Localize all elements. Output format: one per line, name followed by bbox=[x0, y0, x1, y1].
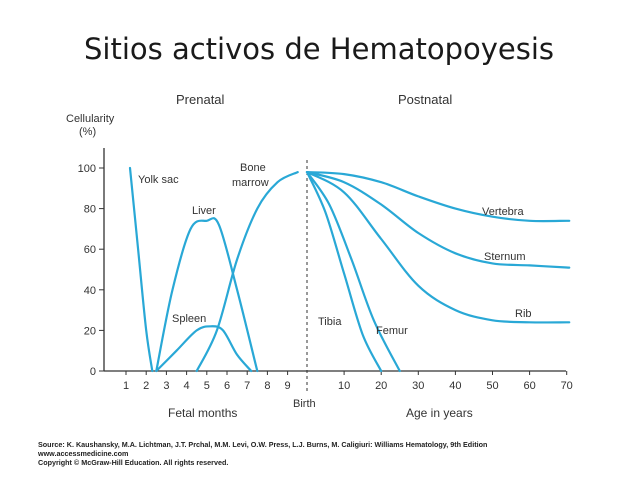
tibia-line bbox=[305, 171, 383, 373]
y-tick-label: 60 bbox=[84, 244, 96, 256]
prenatal-x-tick-label: 2 bbox=[143, 380, 149, 392]
y-axis-label-line2: (%) bbox=[79, 126, 96, 138]
postnatal-x-tick-label: 10 bbox=[338, 380, 350, 392]
prenatal-x-tick-label: 1 bbox=[123, 380, 129, 392]
y-tick-label: 20 bbox=[84, 325, 96, 337]
prenatal-x-tick-label: 9 bbox=[285, 380, 291, 392]
prenatal-x-tick-label: 7 bbox=[244, 380, 250, 392]
prenatal-x-tick-label: 4 bbox=[184, 380, 190, 392]
bone-marrow-line bbox=[195, 171, 299, 373]
femur-line bbox=[305, 171, 401, 373]
prenatal-x-tick-label: 5 bbox=[204, 380, 210, 392]
vertebra-line bbox=[305, 171, 571, 223]
series bbox=[128, 166, 571, 373]
source-line-1: Source: K. Kaushansky, M.A. Lichtman, J.… bbox=[38, 440, 488, 449]
axes bbox=[103, 148, 566, 394]
series-labels: Yolk sac Liver Spleen Bone marrow Vertebra Ste… bbox=[138, 162, 532, 337]
rib-line bbox=[305, 171, 571, 324]
y-tick-label: 100 bbox=[78, 163, 96, 175]
spleen-line bbox=[155, 325, 253, 373]
yolk-sac-line bbox=[128, 166, 154, 373]
y-tick-label: 40 bbox=[84, 285, 96, 297]
postnatal-label: Postnatal bbox=[398, 92, 452, 107]
postnatal-x-tick-label: 20 bbox=[375, 380, 387, 392]
liver-label: Liver bbox=[192, 205, 216, 217]
sternum-line bbox=[305, 171, 571, 269]
postnatal-x-tick-label: 70 bbox=[561, 380, 573, 392]
prenatal-x-tick-label: 6 bbox=[224, 380, 230, 392]
y-axis-label-line1: Cellularity bbox=[66, 113, 115, 125]
bone-marrow-label-line1: Bone bbox=[240, 162, 266, 174]
femur-label: Femur bbox=[376, 325, 408, 337]
ticks: 0 20 40 60 80 100 1 2 3 4 5 6 7 8 9 10 20 30 40 50 60 70 bbox=[78, 163, 573, 392]
y-tick-label: 80 bbox=[84, 204, 96, 216]
y-axis-label: Cellularity (%) bbox=[66, 113, 115, 138]
prenatal-x-axis-label: Fetal months bbox=[168, 406, 237, 420]
prenatal-x-tick-label: 3 bbox=[163, 380, 169, 392]
postnatal-x-tick-label: 30 bbox=[412, 380, 424, 392]
postnatal-x-tick-label: 60 bbox=[523, 380, 535, 392]
postnatal-x-axis-label: Age in years bbox=[406, 406, 473, 420]
yolk-sac-label: Yolk sac bbox=[138, 174, 179, 186]
prenatal-x-tick-label: 8 bbox=[264, 380, 270, 392]
postnatal-x-tick-label: 40 bbox=[449, 380, 461, 392]
bone-marrow-label-line2: marrow bbox=[232, 177, 269, 189]
prenatal-label: Prenatal bbox=[176, 92, 225, 107]
source-line-2: www.accessmedicine.com bbox=[38, 449, 129, 459]
rib-label: Rib bbox=[515, 308, 532, 320]
slide-title: Sitios activos de Hematopoyesis bbox=[83, 32, 555, 66]
postnatal-x-tick-label: 50 bbox=[486, 380, 498, 392]
y-tick-label: 0 bbox=[90, 366, 96, 378]
spleen-label: Spleen bbox=[172, 313, 206, 325]
source-citation: Source: K. Kaushansky, M.A. Lichtman, J.… bbox=[38, 440, 487, 468]
liver-line bbox=[155, 217, 259, 373]
vertebra-label: Vertebra bbox=[482, 206, 524, 218]
source-line-3: Copyright © McGraw-Hill Education. All r… bbox=[38, 458, 229, 468]
tibia-label: Tibia bbox=[318, 316, 342, 328]
sternum-label: Sternum bbox=[484, 251, 526, 263]
birth-label: Birth bbox=[293, 398, 316, 410]
